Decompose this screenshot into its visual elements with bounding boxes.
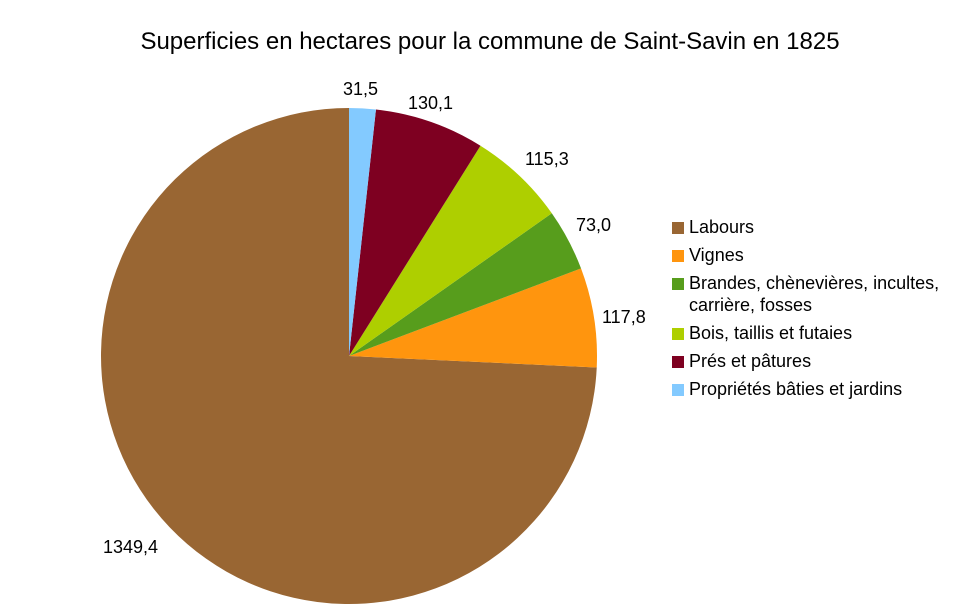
legend-swatch [672, 278, 684, 290]
legend: Labours Vignes Brandes, chènevières, inc… [672, 216, 979, 406]
legend-item-vignes: Vignes [672, 244, 979, 266]
value-label-proprietes: 31,5 [343, 79, 379, 99]
legend-swatch [672, 250, 684, 262]
pie-slice-labours [101, 108, 597, 604]
legend-swatch [672, 356, 684, 368]
legend-label: Vignes [689, 245, 744, 265]
legend-item-proprietes: Propriétés bâties et jardins [672, 378, 979, 400]
legend-item-brandes: Brandes, chènevières, incultes, carrière… [672, 272, 979, 316]
pie-slice-pres [349, 109, 481, 356]
chart-title: Superficies en hectares pour la commune … [140, 28, 840, 55]
pie-slice-bois [349, 145, 552, 356]
value-label-vignes: 117,8 [602, 307, 646, 327]
legend-item-labours: Labours [672, 216, 979, 238]
legend-label: Propriétés bâties et jardins [689, 379, 903, 399]
legend-swatch [672, 222, 684, 234]
pie-slice-vignes [349, 268, 597, 368]
pie-slice-brandes [349, 213, 582, 356]
value-label-brandes: 73,0 [576, 215, 612, 235]
value-label-pres: 130,1 [408, 93, 454, 113]
legend-swatch [672, 328, 684, 340]
value-label-bois: 115,3 [525, 149, 569, 169]
legend-label: Prés et pâtures [689, 351, 812, 371]
legend-label: Bois, taillis et futaies [689, 323, 853, 343]
legend-label: Labours [689, 217, 755, 237]
legend-swatch [672, 384, 684, 396]
legend-item-pres: Prés et pâtures [672, 350, 979, 372]
pie-slice-proprietes [349, 108, 376, 356]
value-label-labours: 1349,4 [103, 537, 159, 557]
legend-item-bois: Bois, taillis et futaies [672, 322, 979, 344]
legend-label: Brandes, chènevières, incultes, carrière… [689, 273, 940, 315]
